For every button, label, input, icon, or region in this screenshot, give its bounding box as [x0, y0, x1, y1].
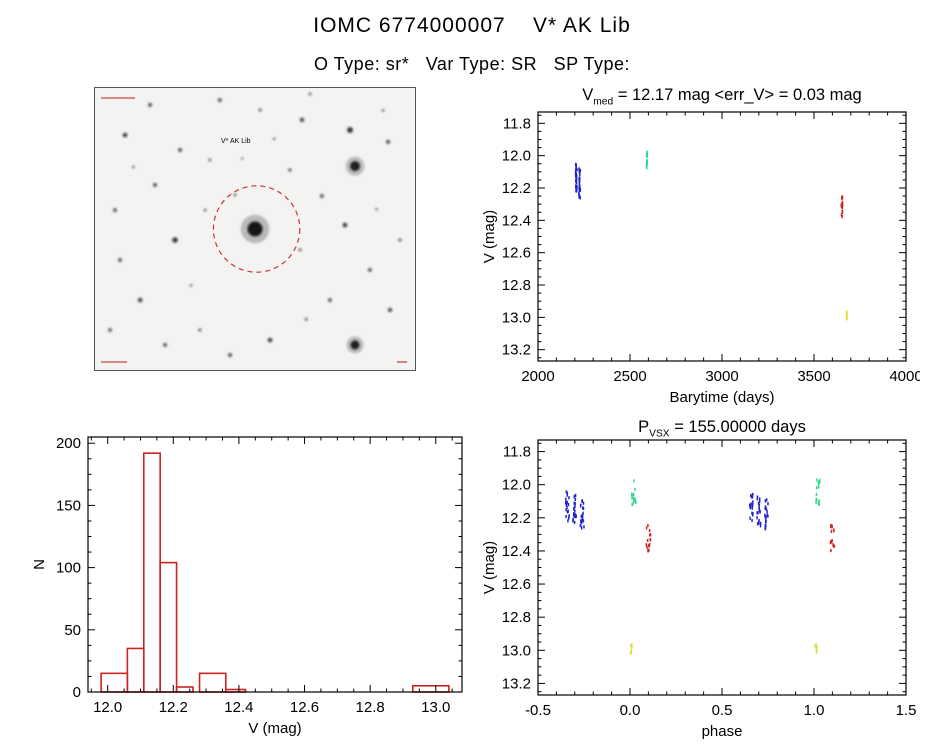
- svg-text:0.5: 0.5: [712, 702, 733, 719]
- svg-text:11.8: 11.8: [503, 115, 531, 132]
- page-title: IOMC 6774000007 V* AK Lib: [313, 14, 631, 37]
- lightcurve-xlabel: Barytime (days): [669, 389, 774, 406]
- target-name-annotation: V* AK Lib: [221, 138, 251, 145]
- lightcurve-axes: 2000 2500 3000 3500 4000 11.8 12.0 12.2 12.4 12.6…: [502, 112, 920, 385]
- svg-text:1.5: 1.5: [896, 702, 917, 719]
- phase-title-sub: VSX: [649, 428, 670, 440]
- svg-text:12.4: 12.4: [502, 543, 531, 560]
- svg-text:12.6: 12.6: [502, 245, 531, 262]
- svg-text:12.0: 12.0: [502, 148, 531, 165]
- svg-text:12.2: 12.2: [502, 510, 531, 527]
- lightcurve-title: Vmed = 12.17 mag <err_V> = 0.03 mag: [538, 86, 906, 107]
- lightcurve-plot: Vmed = 12.17 mag <err_V> = 0.03 mag 2000…: [480, 85, 920, 407]
- svg-text:12.4: 12.4: [224, 699, 253, 716]
- svg-text:2500: 2500: [613, 368, 646, 385]
- phase-title: PVSX = 155.00000 days: [538, 418, 906, 439]
- svg-text:13.0: 13.0: [421, 699, 450, 716]
- stars: [108, 92, 402, 358]
- svg-text:11.8: 11.8: [503, 444, 531, 461]
- svg-text:3500: 3500: [797, 368, 830, 385]
- histogram-xlabel: V (mag): [248, 720, 301, 737]
- svg-text:12.0: 12.0: [502, 477, 531, 494]
- lightcurve-canvas: 2000 2500 3000 3500 4000 11.8 12.0 12.2 12.4 12.6…: [481, 111, 920, 406]
- magnitude-histogram-plot: 12.0 12.2 12.4 12.6 12.8 13.0 0 50 100 150 200 V (m…: [30, 420, 490, 747]
- svg-text:200: 200: [56, 435, 81, 452]
- svg-text:12.2: 12.2: [502, 180, 531, 197]
- svg-text:4000: 4000: [889, 368, 920, 385]
- svg-text:3000: 3000: [705, 368, 738, 385]
- svg-text:13.2: 13.2: [502, 675, 531, 692]
- phase-xlabel: phase: [702, 723, 743, 740]
- svg-text:50: 50: [64, 622, 81, 639]
- page-subtitle: O Type: sr* Var Type: SR SP Type:: [314, 54, 630, 74]
- phase-ylabel: V (mag): [481, 541, 498, 594]
- finder-chart-image: V* AK Lib: [94, 87, 416, 371]
- histogram-frame: [87, 436, 463, 693]
- svg-text:0.0: 0.0: [620, 702, 641, 719]
- svg-text:1.0: 1.0: [804, 702, 825, 719]
- histogram-data-points: [100, 452, 450, 693]
- svg-text:12.8: 12.8: [356, 699, 385, 716]
- svg-text:12.2: 12.2: [159, 699, 188, 716]
- svg-text:12.6: 12.6: [290, 699, 319, 716]
- svg-text:12.8: 12.8: [502, 277, 531, 294]
- svg-text:0: 0: [73, 684, 81, 701]
- phase-axes: -0.5 0.0 0.5 1.0 1.5 11.8 12.0 12.2 12.4 12.6 12.8…: [502, 440, 917, 719]
- svg-text:2000: 2000: [521, 368, 554, 385]
- target-aperture-circle: [212, 185, 301, 273]
- lightcurve-data-points: [574, 150, 848, 321]
- lightcurve-title-rest: = 12.17 mag <err_V> = 0.03 mag: [613, 86, 862, 104]
- svg-text:13.0: 13.0: [502, 309, 531, 326]
- svg-text:-0.5: -0.5: [525, 702, 551, 719]
- phase-title-rest: = 155.00000 days: [669, 418, 806, 436]
- svg-text:13.2: 13.2: [502, 342, 531, 359]
- lightcurve-frame: [537, 111, 907, 362]
- svg-text:12.0: 12.0: [93, 699, 122, 716]
- phase-folded-plot: PVSX = 155.00000 days -0.5 0.0 0.5 1.0 1.5 11…: [480, 412, 920, 747]
- phase-frame: [537, 439, 907, 696]
- svg-text:100: 100: [56, 560, 81, 577]
- histogram-axes: 12.0 12.2 12.4 12.6 12.8 13.0 0 50 100 150 200: [56, 435, 462, 716]
- histogram-ylabel: N: [31, 559, 48, 570]
- svg-text:13.0: 13.0: [502, 642, 531, 659]
- lightcurve-title-sub: med: [593, 96, 614, 108]
- svg-text:12.8: 12.8: [502, 609, 531, 626]
- lightcurve-ylabel: V (mag): [481, 210, 498, 263]
- phase-canvas: -0.5 0.0 0.5 1.0 1.5 11.8 12.0 12.2 12.4 12.6 12.8…: [481, 439, 917, 740]
- phase-data-points: [565, 478, 836, 655]
- svg-text:12.6: 12.6: [502, 576, 531, 593]
- histogram-canvas: 12.0 12.2 12.4 12.6 12.8 13.0 0 50 100 150 200 V (m…: [31, 435, 463, 737]
- phase-title-main: P: [638, 418, 650, 436]
- svg-text:150: 150: [56, 497, 81, 514]
- lightcurve-title-main: V: [582, 86, 594, 104]
- starfield-canvas: V* AK Lib: [95, 88, 415, 370]
- svg-text:12.4: 12.4: [502, 212, 531, 229]
